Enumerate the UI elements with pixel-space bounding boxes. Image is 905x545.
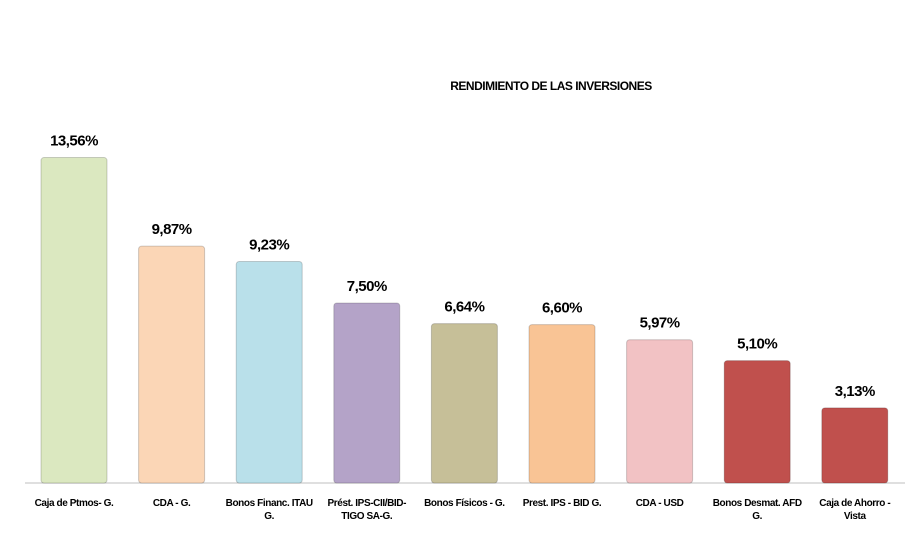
value-label: 9,87% xyxy=(152,221,192,238)
bar xyxy=(235,260,303,484)
bar xyxy=(333,302,401,484)
x-tick-label: Prést. IPS-CII/BID-TIGO SA-G. xyxy=(327,498,407,522)
x-tick-label: Bonos Desmat. AFD G. xyxy=(712,498,802,522)
bar xyxy=(723,360,791,484)
bar xyxy=(821,407,889,484)
value-label: 9,23% xyxy=(249,236,289,253)
x-tick-label: Bonos Financ. ITAU G. xyxy=(225,498,313,522)
value-label: 6,60% xyxy=(542,300,582,317)
value-label: 5,10% xyxy=(737,336,777,353)
x-tick-label: Caja de Ahorro - Vista xyxy=(819,498,891,522)
x-tick-label: Prest. IPS - BID G. xyxy=(522,498,602,509)
x-tick-label: Bonos Físicos - G. xyxy=(424,498,505,509)
bar xyxy=(138,245,206,484)
value-label: 3,13% xyxy=(835,383,875,400)
bar xyxy=(528,324,596,484)
value-label: 5,97% xyxy=(640,315,680,332)
x-tick-label: CDA - USD xyxy=(635,498,684,509)
x-tick-label: CDA - G. xyxy=(152,498,191,509)
value-label: 6,64% xyxy=(444,299,484,316)
chart-title: RENDIMIENTO DE LAS INVERSIONES xyxy=(450,79,652,93)
bar xyxy=(430,323,498,484)
x-tick-label: Caja de Ptmos- G. xyxy=(34,498,114,509)
bar xyxy=(40,157,108,484)
value-label: 13,56% xyxy=(50,133,98,150)
bar xyxy=(626,339,694,484)
value-label: 7,50% xyxy=(347,278,387,295)
